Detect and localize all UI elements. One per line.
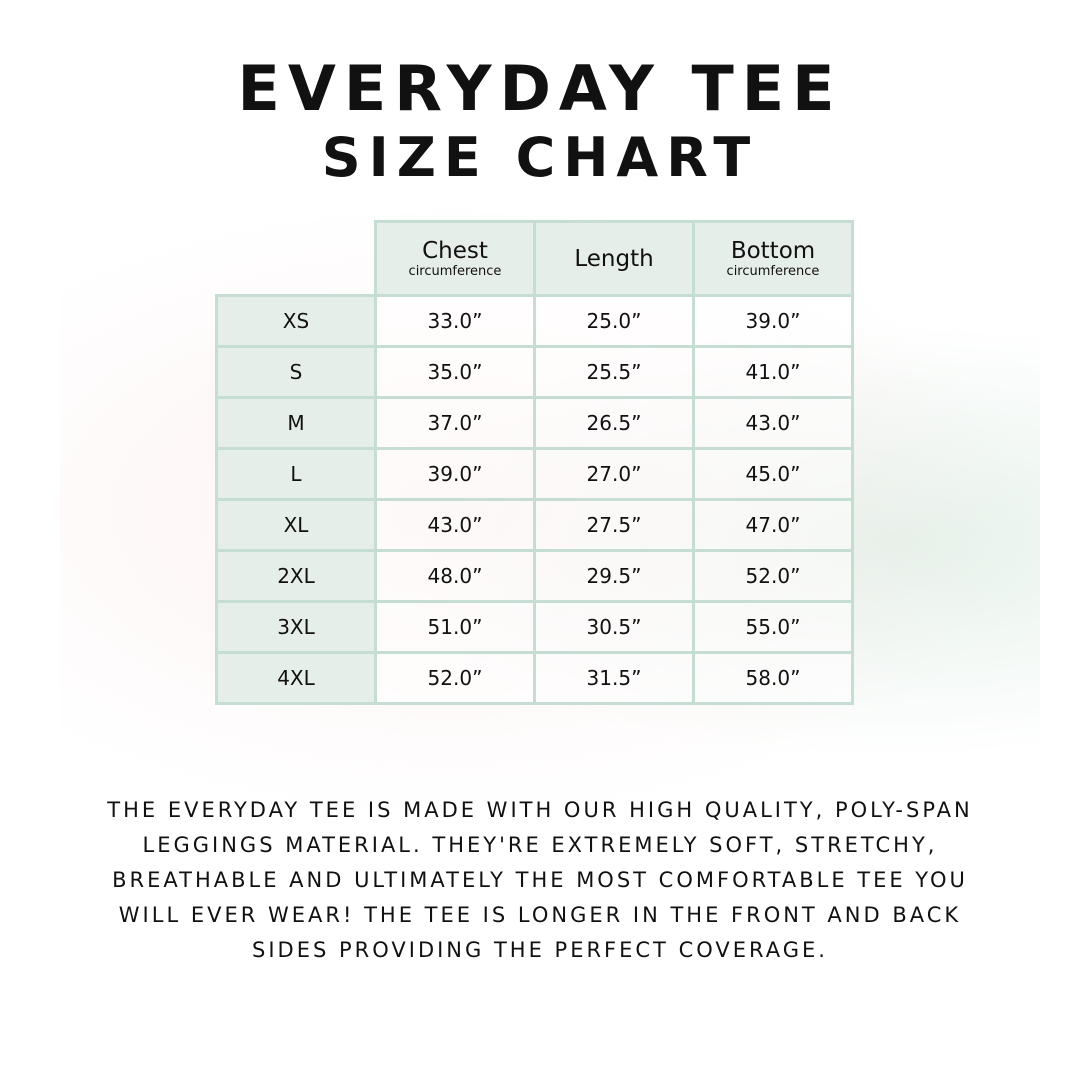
measurement-cell: 55.0”: [692, 600, 854, 654]
measurement-cell: 27.5”: [533, 498, 695, 552]
measurement-cell: 39.0”: [374, 447, 536, 501]
measurement-cell: 43.0”: [374, 498, 536, 552]
measurement-cell: 48.0”: [374, 549, 536, 603]
measurement-cell: 35.0”: [374, 345, 536, 399]
table-row: S 35.0” 25.5” 41.0”: [215, 345, 854, 399]
measurement-cell: 26.5”: [533, 396, 695, 450]
header-label: Length: [574, 245, 654, 272]
measurement-cell: 33.0”: [374, 294, 536, 348]
table-row: M 37.0” 26.5” 43.0”: [215, 396, 854, 450]
size-cell: XL: [215, 498, 377, 552]
size-cell: 2XL: [215, 549, 377, 603]
table-row: 4XL 52.0” 31.5” 58.0”: [215, 651, 854, 705]
header-chest: Chest circumference: [374, 220, 536, 297]
measurement-cell: 52.0”: [374, 651, 536, 705]
table-row: 2XL 48.0” 29.5” 52.0”: [215, 549, 854, 603]
measurement-cell: 45.0”: [692, 447, 854, 501]
measurement-cell: 58.0”: [692, 651, 854, 705]
description-text: The everyday tee is made with our high q…: [107, 798, 973, 962]
measurement-cell: 51.0”: [374, 600, 536, 654]
measurement-cell: 47.0”: [692, 498, 854, 552]
header-sublabel: circumference: [726, 264, 820, 279]
header-label: Chest: [422, 238, 488, 264]
size-chart-table: Chest circumference Length Bottom circumfe…: [215, 220, 854, 705]
header-length: Length: [533, 220, 695, 297]
measurement-cell: 29.5”: [533, 549, 695, 603]
size-cell: S: [215, 345, 377, 399]
measurement-cell: 43.0”: [692, 396, 854, 450]
measurement-cell: 30.5”: [533, 600, 695, 654]
measurement-cell: 39.0”: [692, 294, 854, 348]
measurement-cell: 27.0”: [533, 447, 695, 501]
page-title: EVERYDAY TEE: [237, 52, 843, 125]
measurement-cell: 52.0”: [692, 549, 854, 603]
table-row: 3XL 51.0” 30.5” 55.0”: [215, 600, 854, 654]
size-cell: M: [215, 396, 377, 450]
header-bottom: Bottom circumference: [692, 220, 854, 297]
measurement-cell: 37.0”: [374, 396, 536, 450]
measurement-cell: 31.5”: [533, 651, 695, 705]
size-cell: 4XL: [215, 651, 377, 705]
size-cell: XS: [215, 294, 377, 348]
measurement-cell: 41.0”: [692, 345, 854, 399]
table-row: XS 33.0” 25.0” 39.0”: [215, 294, 854, 348]
header-row: Chest circumference Length Bottom circumfe…: [217, 220, 854, 297]
header-label: Bottom: [730, 238, 816, 264]
corner-cell: [217, 222, 376, 296]
measurement-cell: 25.0”: [533, 294, 695, 348]
measurement-cell: 25.5”: [533, 345, 695, 399]
size-cell: L: [215, 447, 377, 501]
header-sublabel: circumference: [408, 264, 502, 279]
table-row: XL 43.0” 27.5” 47.0”: [215, 498, 854, 552]
size-cell: 3XL: [215, 600, 377, 654]
table-row: L 39.0” 27.0” 45.0”: [215, 447, 854, 501]
page-subtitle: SIZE CHART: [321, 126, 759, 189]
